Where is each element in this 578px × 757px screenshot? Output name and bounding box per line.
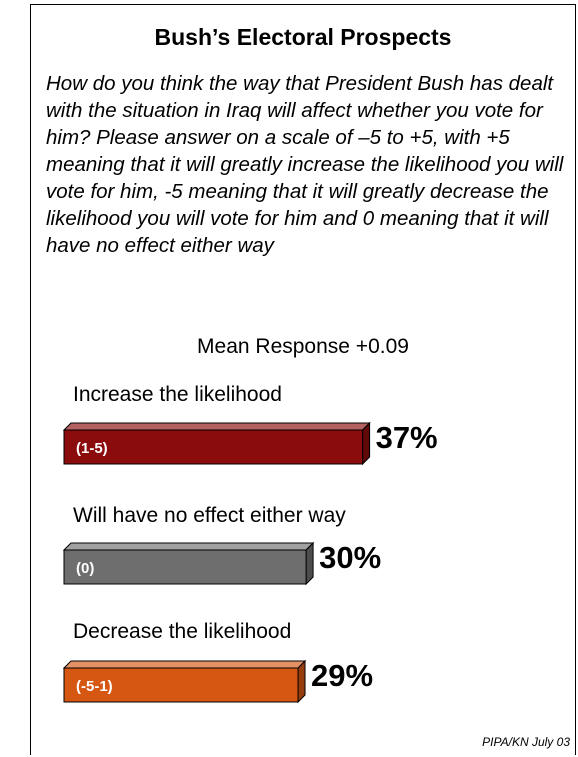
chart-frame xyxy=(30,4,576,755)
value-label-decrease: 29% xyxy=(311,658,374,693)
bar-decrease: (-5-1) xyxy=(62,659,307,704)
value-label-no-effect: 30% xyxy=(319,540,382,575)
bar-top-face xyxy=(62,542,315,551)
value-label-increase: 37% xyxy=(375,420,438,455)
chart-title: Bush’s Electoral Prospects xyxy=(154,24,452,50)
bar-side-face xyxy=(362,421,371,466)
bar-side-face xyxy=(297,659,306,704)
bar-front-face xyxy=(63,549,307,585)
survey-question: How do you think the way that President … xyxy=(46,72,564,257)
bar-top-face xyxy=(62,422,371,431)
category-label-decrease: Decrease the likelihood xyxy=(73,620,292,643)
bar-side-face xyxy=(305,541,314,586)
source-note: PIPA/KN July 03 xyxy=(482,735,570,749)
bar-code-label: (1-5) xyxy=(76,440,108,457)
bar-code-label: (0) xyxy=(76,560,94,577)
bar-front-face xyxy=(63,429,364,465)
category-label-no-effect: Will have no effect either way xyxy=(73,504,346,527)
bar-increase: (1-5) xyxy=(62,421,371,466)
category-label-increase: Increase the likelihood xyxy=(73,383,282,406)
mean-response: Mean Response +0.09 xyxy=(197,335,409,358)
bar-front-face xyxy=(63,667,299,703)
bar-top-face xyxy=(62,660,307,669)
bar-no-effect: (0) xyxy=(62,541,315,586)
bar-code-label: (-5-1) xyxy=(76,678,113,695)
